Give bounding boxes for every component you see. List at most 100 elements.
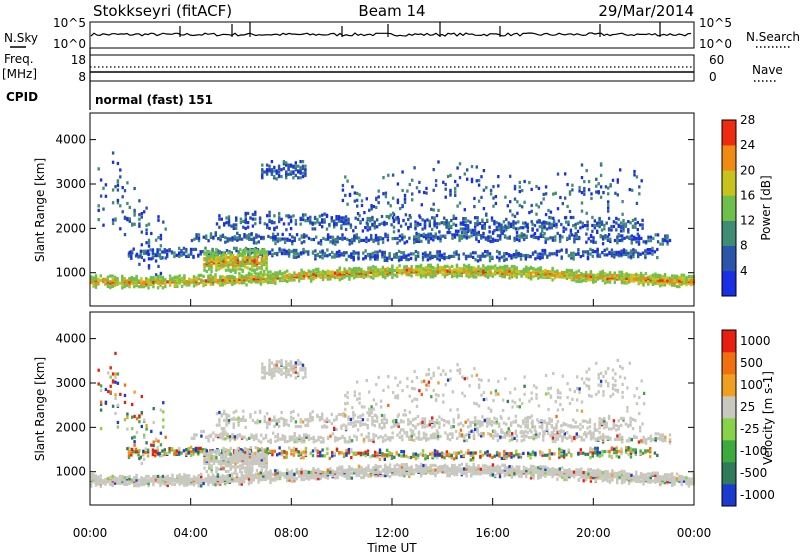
heatmap-cell	[185, 250, 188, 254]
heatmap-cell	[460, 236, 464, 240]
heatmap-cell	[374, 250, 377, 254]
heatmap-cell	[502, 220, 506, 224]
heatmap-cell	[543, 232, 546, 236]
heatmap-cell	[455, 263, 459, 267]
heatmap-cell	[203, 262, 206, 267]
heatmap-cell	[158, 255, 162, 259]
heatmap-cell	[576, 221, 580, 225]
heatmap-cell	[513, 214, 517, 218]
heatmap-cell	[222, 251, 225, 255]
heatmap-cell	[178, 274, 181, 278]
heatmap-cell	[379, 464, 382, 469]
heatmap-cell	[288, 238, 292, 242]
heatmap-cell	[464, 217, 467, 221]
heatmap-cell	[421, 258, 425, 262]
heatmap-cell	[587, 273, 590, 277]
heatmap-cell	[126, 181, 129, 185]
heatmap-cell	[627, 255, 630, 259]
heatmap-cell	[438, 230, 441, 234]
nsky-trace	[90, 32, 692, 37]
heatmap-cell	[161, 275, 165, 279]
heatmap-cell	[447, 221, 451, 225]
heatmap-cell	[601, 242, 605, 246]
heatmap-cell	[607, 186, 610, 190]
heatmap-cell	[606, 238, 610, 242]
heatmap-cell	[558, 467, 561, 471]
heatmap-cell	[344, 222, 348, 226]
heatmap-cell	[326, 468, 330, 472]
heatmap-cell	[221, 474, 224, 478]
heatmap-cell	[278, 220, 281, 224]
heatmap-cell	[478, 221, 482, 226]
heatmap-cell	[456, 183, 459, 187]
heatmap-cell	[508, 235, 511, 239]
heatmap-cell	[477, 199, 481, 203]
heatmap-cell	[600, 220, 604, 224]
heatmap-cell	[613, 475, 616, 479]
heatmap-cell	[414, 257, 418, 261]
heatmap-cell	[283, 274, 287, 278]
heatmap-cell	[464, 254, 468, 258]
heatmap-cell	[334, 237, 337, 242]
heatmap-cell	[156, 254, 159, 258]
heatmap-cell	[271, 472, 275, 476]
heatmap-cell	[156, 248, 159, 252]
heatmap-cell	[515, 471, 518, 475]
heatmap-cell	[246, 225, 250, 229]
heatmap-cell	[426, 258, 429, 262]
heatmap-cell	[656, 273, 659, 277]
heatmap-cell	[111, 483, 114, 488]
heatmap-cell	[508, 267, 511, 271]
heatmap-cell	[233, 275, 236, 279]
heatmap-cell	[348, 239, 351, 243]
heatmap-cell	[509, 209, 512, 213]
heatmap-cell	[630, 279, 633, 283]
heatmap-cell	[305, 476, 308, 480]
heatmap-cell	[455, 252, 458, 256]
heatmap-cell	[94, 274, 98, 278]
heatmap-cell	[552, 216, 555, 220]
heatmap-cell	[459, 221, 463, 225]
heatmap-cell	[567, 220, 570, 224]
heatmap-cell	[290, 273, 294, 277]
heatmap-cell	[90, 275, 93, 279]
heatmap-cell	[251, 256, 254, 260]
heatmap-cell	[518, 190, 521, 194]
heatmap-cell	[544, 240, 547, 244]
heatmap-cell	[398, 473, 401, 477]
heatmap-cell	[591, 254, 594, 258]
heatmap-cell	[553, 276, 557, 280]
heatmap-cell	[304, 213, 307, 217]
heatmap-cell	[286, 471, 289, 476]
heatmap-cell	[337, 215, 341, 219]
heatmap-cell	[154, 474, 157, 479]
heatmap-cell	[400, 257, 403, 262]
heatmap-cell	[580, 176, 584, 180]
heatmap-cell	[287, 248, 291, 252]
heatmap-cell	[415, 267, 418, 271]
heatmap-cell	[227, 215, 231, 219]
heatmap-cell	[401, 170, 404, 174]
heatmap-cell	[395, 252, 398, 256]
heatmap-cell	[434, 463, 437, 467]
heatmap-cell	[180, 481, 184, 485]
heatmap-cell	[561, 466, 564, 470]
heatmap-cell	[268, 168, 271, 172]
heatmap-cell	[511, 213, 514, 217]
heatmap-cell	[607, 227, 611, 231]
heatmap-cell	[369, 270, 373, 275]
heatmap-cell	[252, 274, 255, 278]
heatmap-cell	[548, 221, 551, 225]
heatmap-cell	[580, 209, 584, 213]
heatmap-cell	[622, 222, 625, 226]
heatmap-cell	[313, 227, 317, 231]
heatmap-cell	[292, 214, 295, 218]
heatmap-cell	[240, 281, 243, 285]
heatmap-cell	[140, 476, 143, 480]
heatmap-cell	[646, 248, 649, 252]
heatmap-cell	[239, 221, 243, 225]
heatmap-cell	[592, 239, 595, 243]
heatmap-cell	[178, 277, 181, 281]
heatmap-cell	[458, 269, 461, 273]
heatmap-cell	[569, 215, 573, 220]
